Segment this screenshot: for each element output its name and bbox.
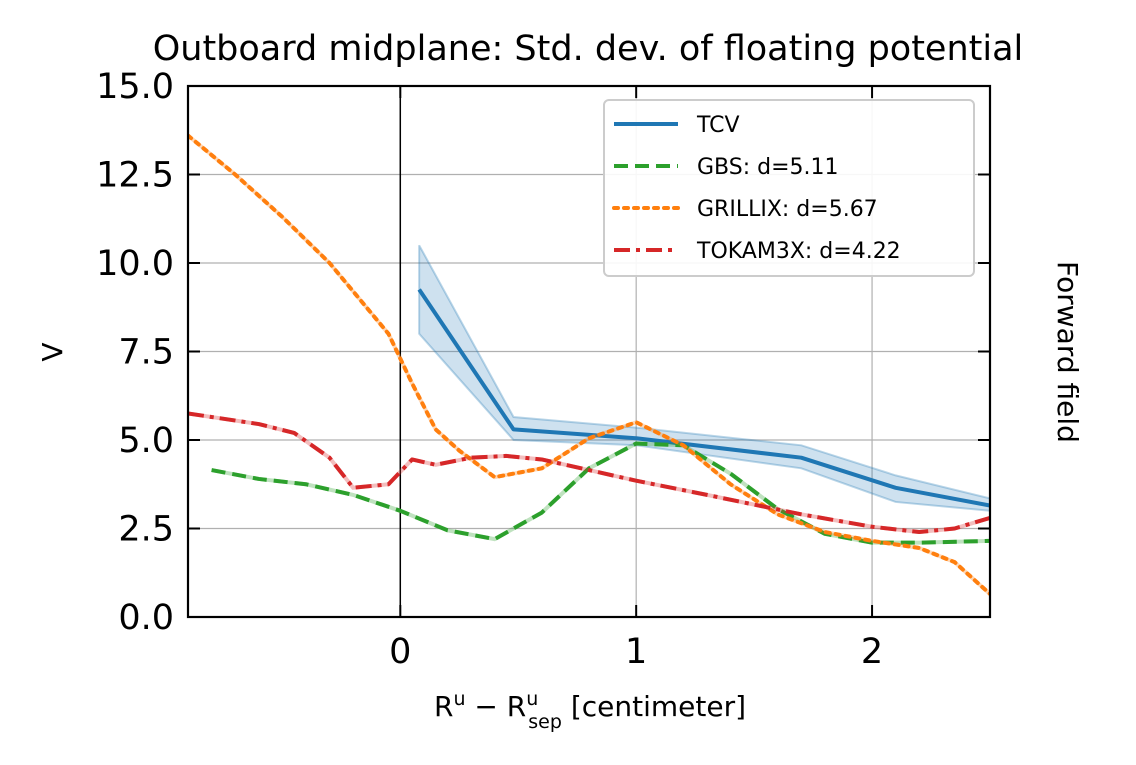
x-tick-label: 2: [861, 632, 883, 672]
y-tick-label: 7.5: [118, 333, 174, 373]
series-line: [188, 411, 990, 535]
right-side-label: Forward field: [1051, 261, 1084, 443]
tcv-band-area: [418, 244, 990, 512]
chart-title: Outboard midplane: Std. dev. of floating…: [153, 29, 1024, 69]
y-tick-label: 5.0: [118, 421, 174, 461]
legend-label: TOKAM3X: d=4.22: [696, 239, 901, 264]
series-group: [188, 133, 990, 596]
series-line: [417, 288, 990, 508]
y-tick-label: 15.0: [96, 67, 174, 107]
x-axis-label: Ru − Ru sep [centimeter]: [434, 688, 746, 733]
y-axis-label: V: [36, 342, 69, 361]
legend-label: GRILLIX: d=5.67: [697, 197, 878, 222]
legend-label: GBS: d=5.11: [697, 155, 839, 180]
legend-box: [603, 99, 975, 277]
legend-label: TCV: [696, 113, 740, 138]
y-tick-label: 10.0: [96, 244, 174, 284]
series-line: [188, 133, 990, 596]
y-tick-label: 2.5: [118, 510, 174, 550]
y-tick-label: 0.0: [118, 598, 174, 638]
y-tick-label: 12.5: [96, 156, 174, 196]
ticks: 0.0 2.5 5.0 7.5 10.0 12.5 15.0 0 1 2: [96, 67, 990, 672]
legend: TCV GBS: d=5.11 GRILLIX: d=5.67 TOKAM3X: d=…: [603, 99, 975, 277]
x-tick-label: 0: [389, 632, 411, 672]
x-tick-label: 1: [625, 632, 647, 672]
tcv-uncertainty-band: [418, 244, 990, 512]
